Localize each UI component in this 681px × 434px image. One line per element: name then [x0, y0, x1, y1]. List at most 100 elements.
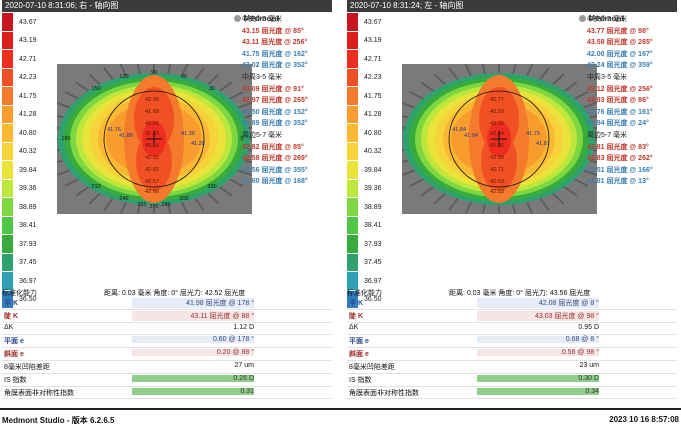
axis-label: 180 [61, 136, 70, 142]
scale-row: 37.93 [347, 235, 387, 254]
keratometry-stats: 平 K 42.08 屈光度 @ 8 ° 陡 K 43.03 屈光度 @ 98 ° ΔK 0… [347, 297, 677, 400]
scale-swatch [347, 13, 358, 32]
axial-map: 42.05 41.68 42.01 41.83 43.15 42.15 42.92 42.57… [57, 64, 252, 214]
zone-value: 41.60 屈光度 @ 168° [242, 178, 308, 186]
zone-value: 42.93 屈光度 @ 86° [587, 97, 649, 105]
stat-row: ΔK 0.95 D [347, 323, 677, 336]
map-value: 43.15 [145, 143, 159, 149]
zone-value: 42.02 屈光度 @ 352° [242, 62, 308, 70]
scale-row: 42.23 [2, 68, 42, 87]
stat-label: 8毫米凹陷差距 [4, 363, 50, 371]
report-datetime: 2023 10 16 8:57:08 [609, 415, 679, 424]
map-side-value: 41.81 [536, 141, 550, 147]
map-value: 43.15 [490, 121, 504, 127]
scale-swatch [2, 253, 13, 272]
zone-value: 43.09 屈光度 @ 91° [242, 85, 304, 93]
axis-label: 60 [181, 74, 187, 80]
zone-heading: 中央0-3 毫米 [587, 16, 628, 23]
scale-label: 42.71 [19, 55, 37, 63]
stat-row: 陡 K 43.03 屈光度 @ 98 ° [347, 310, 677, 323]
scale-label: 40.32 [364, 148, 382, 156]
map-value: 42.01 [145, 121, 159, 127]
stat-row: 8毫米凹陷差距 27 um [2, 361, 332, 374]
topography-panel-right-eye: 2020-07-10 8:31:06; 右 - 轴向图 Medmont 43.6… [2, 0, 334, 406]
stat-value: 23 um [579, 361, 599, 369]
map-value: 42.77 [490, 97, 504, 103]
scale-swatch [347, 161, 358, 180]
scale-label: 43.19 [19, 37, 37, 45]
stat-label: ΔK [349, 323, 359, 331]
stat-value: 43.03 屈光度 @ 98 ° [477, 310, 599, 321]
scale-row: 41.28 [347, 105, 387, 124]
axis-label: 255 [137, 202, 146, 208]
zone-value: 42.58 屈光度 @ 269° [242, 155, 308, 163]
map-value: 42.71 [490, 167, 504, 173]
map-side-value: 41.36 [181, 131, 195, 137]
stat-value: 1.12 D [233, 323, 254, 331]
scale-swatch [2, 68, 13, 87]
scale-swatch [2, 216, 13, 235]
scale-swatch [2, 105, 13, 124]
scale-swatch [2, 142, 13, 161]
map-value: 41.83 [145, 131, 159, 137]
stat-row: 斜面 e 0.56 @ 98 ° [347, 348, 677, 361]
scale-swatch [347, 179, 358, 198]
zone-value: 41.51 屈光度 @ 166° [587, 166, 653, 174]
scale-row: 36.97 [2, 272, 42, 291]
scale-label: 42.23 [364, 74, 382, 82]
stat-value: 0.30 D [477, 374, 599, 382]
scale-swatch [347, 235, 358, 254]
zone-value: 43.11 屈光度 @ 256° [242, 39, 308, 47]
scale-label: 36.50 [19, 296, 37, 304]
zone-value: 41.76 屈光度 @ 161° [587, 108, 653, 116]
scale-label: 43.67 [19, 18, 37, 26]
stat-value: 0.56 @ 98 ° [477, 349, 599, 357]
map-value: 42.30 [490, 143, 504, 149]
stat-row: IS 指数 0.30 D [347, 374, 677, 387]
stat-row: 陡 K 43.11 屈光度 @ 88 ° [2, 310, 332, 323]
zone-value: 42.83 屈光度 @ 262° [587, 155, 653, 163]
color-scale: 43.67 43.19 42.71 42.23 41.75 41.28 40.80 40.32… [347, 13, 387, 309]
zone-readouts: 中央0-3 毫米 43.15 屈光度 @ 85° 43.11 屈光度 @ 256° 4… [242, 14, 334, 188]
stat-row: 平 K 42.08 屈光度 @ 8 ° [347, 297, 677, 310]
scale-row: 43.19 [2, 31, 42, 50]
scale-swatch [2, 235, 13, 254]
scale-swatch [2, 179, 13, 198]
scale-row: 36.50 [347, 290, 387, 309]
zone-heading: 周边5-7 毫米 [587, 131, 628, 139]
stat-row: 斜面 e 0.20 @ 88 ° [2, 348, 332, 361]
stat-value: 0.31 [132, 387, 254, 395]
zone-heading: 周边5-7 毫米 [242, 131, 283, 139]
scale-row: 39.36 [347, 179, 387, 198]
axial-map: 42.77 42.93 43.15 43.44 42.30 43.58 42.71 42.63… [402, 64, 597, 214]
stat-row: 8毫米凹陷差距 23 um [347, 361, 677, 374]
scale-swatch [347, 68, 358, 87]
scale-label: 36.97 [364, 277, 382, 285]
scale-swatch [347, 272, 358, 291]
map-side-value: 41.28 [191, 141, 205, 147]
scale-row: 43.19 [347, 31, 387, 50]
stat-label: 平 K [349, 300, 363, 307]
color-scale: 43.67 43.19 42.71 42.23 41.75 41.28 40.80 40.32… [2, 13, 42, 309]
scale-row: 39.84 [347, 161, 387, 180]
zone-value: 41.75 屈光度 @ 162° [242, 50, 308, 58]
map-value: 42.53 [490, 189, 504, 195]
scale-swatch [347, 87, 358, 106]
scale-row: 41.75 [2, 87, 42, 106]
scale-label: 39.36 [364, 185, 382, 193]
scale-label: 38.89 [19, 203, 37, 211]
scale-label: 43.19 [364, 37, 382, 45]
scale-row: 37.45 [347, 253, 387, 272]
axis-label: 330 [207, 184, 216, 190]
scale-swatch [2, 50, 13, 69]
map-value: 42.66 [145, 189, 159, 195]
scale-row: 42.23 [347, 68, 387, 87]
scale-label: 37.93 [364, 240, 382, 248]
stat-label: 斜面 e [4, 351, 24, 359]
zone-value: 42.97 屈光度 @ 265° [242, 97, 308, 105]
scale-label: 37.93 [19, 240, 37, 248]
panel-title: 2020-07-10 8:31:24; 左 - 轴向图 [347, 0, 677, 12]
scale-row: 38.41 [347, 216, 387, 235]
map-side-value: 41.84 [452, 127, 466, 133]
scale-row: 43.67 [2, 13, 42, 32]
